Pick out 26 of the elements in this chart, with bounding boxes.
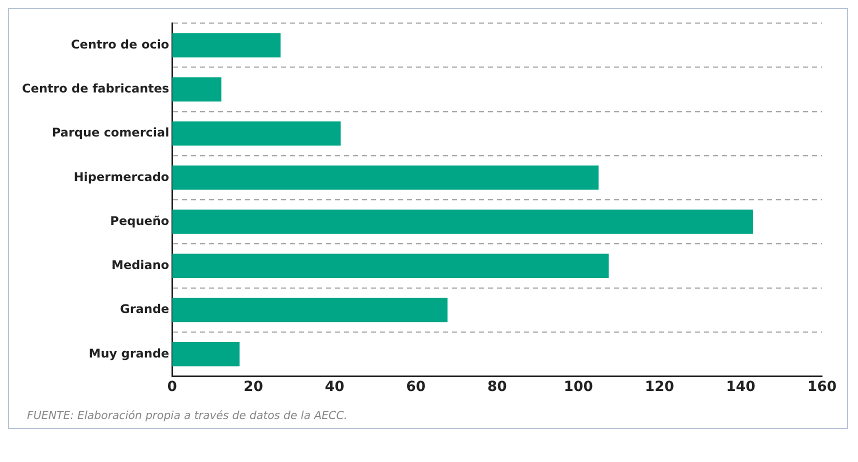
y-tick-label: Hipermercado (74, 170, 170, 184)
x-tick-label: 40 (324, 379, 345, 396)
x-tick-label: 60 (406, 379, 426, 396)
bar (172, 33, 281, 58)
y-tick-label: Parque comercial (52, 126, 170, 140)
bar (172, 298, 448, 322)
bar (172, 77, 222, 102)
x-tick-label: 160 (807, 379, 837, 396)
x-tick-label: 0 (167, 379, 178, 396)
bar (172, 210, 753, 234)
y-tick-label: Muy grande (88, 346, 170, 360)
bar (172, 121, 341, 146)
y-tick-label: Grande (120, 302, 170, 316)
bar (172, 342, 240, 366)
x-tick-label: 140 (726, 379, 756, 396)
x-tick-label: 120 (644, 379, 674, 396)
y-tick-label: Centro de ocio (70, 37, 170, 52)
source-note: FUENTE: Elaboración propia a través de datos de la AECC. (26, 408, 348, 422)
y-tick-label: Pequeño (110, 214, 170, 228)
x-tick-label: 100 (564, 379, 594, 396)
x-tick-label: 20 (244, 379, 264, 396)
y-tick-label: Centro de fabricantes (22, 82, 170, 96)
x-tick-label: 80 (487, 379, 508, 396)
bar (172, 254, 609, 278)
bar (172, 166, 599, 190)
y-tick-label: Mediano (112, 258, 170, 272)
